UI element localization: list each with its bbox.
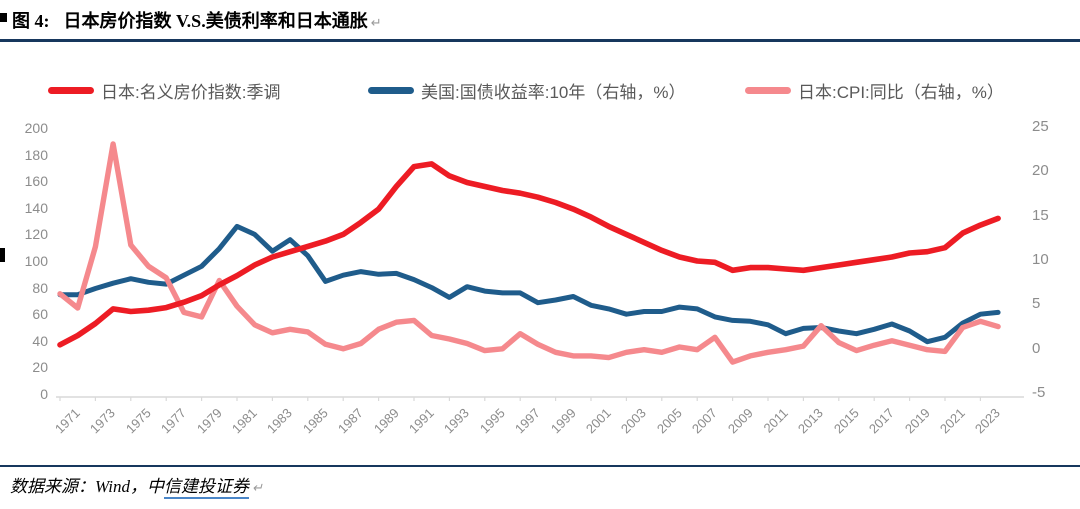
legend-label: 美国:国债收益率:10年（右轴，%）: [421, 82, 686, 102]
legend-item-us-treasury[interactable]: 美国:国债收益率:10年（右轴，%）: [368, 80, 686, 102]
left-axis-tick-label: 200: [24, 120, 48, 136]
series-line-1: [57, 223, 1001, 345]
paragraph-mark-icon: ↵: [370, 15, 382, 30]
right-axis-tick-label: 20: [1032, 162, 1049, 180]
right-axis-tick-label: 5: [1032, 295, 1041, 313]
left-axis-tick-label: 40: [32, 332, 48, 349]
data-source-note: 数据来源：Wind，中信建投证券 ↵: [10, 472, 263, 499]
list-bullet: [0, 13, 7, 22]
blue-line-swatch-icon: [368, 86, 414, 94]
legend-label: 日本:CPI:同比（右轴，%）: [798, 82, 1004, 102]
series-line-0: [57, 161, 1001, 348]
figure-title-row: 图 4: 日本房价指数 V.S.美债利率和日本通胀 ↵: [12, 7, 382, 33]
legend-label: 日本:名义房价指数:季调: [101, 82, 281, 102]
right-axis-tick-label: 0: [1032, 339, 1041, 357]
right-axis-tick-label: 10: [1032, 251, 1049, 268]
paragraph-mark-icon: ↵: [251, 480, 263, 495]
left-axis-tick-label: 60: [32, 306, 48, 323]
figure-title: 日本房价指数 V.S.美债利率和日本通胀: [63, 11, 368, 31]
legend-item-house-price[interactable]: 日本:名义房价指数:季调: [48, 80, 281, 102]
figure-number: 图 4:: [12, 11, 50, 31]
left-axis-tick-label: 160: [24, 173, 48, 190]
left-axis-tick-label: 100: [24, 253, 48, 269]
footer-divider: [0, 465, 1080, 467]
legend-item-japan-cpi[interactable]: 日本:CPI:同比（右轴，%）: [745, 80, 1004, 102]
title-divider: [0, 39, 1080, 42]
red-line-swatch-icon: [48, 86, 94, 94]
left-axis-tick-label: 140: [24, 199, 48, 216]
source-text: 数据来源：Wind，中: [10, 477, 164, 496]
left-axis-tick-label: 20: [32, 359, 48, 376]
left-axis-tick-label: 0: [40, 386, 48, 402]
text-cursor-artifact: [0, 248, 5, 262]
right-axis-tick-label: -5: [1032, 384, 1046, 401]
pink-line-swatch-icon: [745, 86, 791, 94]
left-axis-tick-label: 180: [24, 146, 48, 163]
left-axis-tick-label: 80: [32, 279, 48, 296]
source-link[interactable]: 信建投证券: [163, 477, 249, 499]
right-axis-tick-label: 25: [1032, 118, 1049, 135]
series-line-2: [57, 141, 1001, 365]
left-axis-tick-label: 120: [24, 226, 48, 243]
right-axis-tick-label: 15: [1032, 206, 1049, 224]
